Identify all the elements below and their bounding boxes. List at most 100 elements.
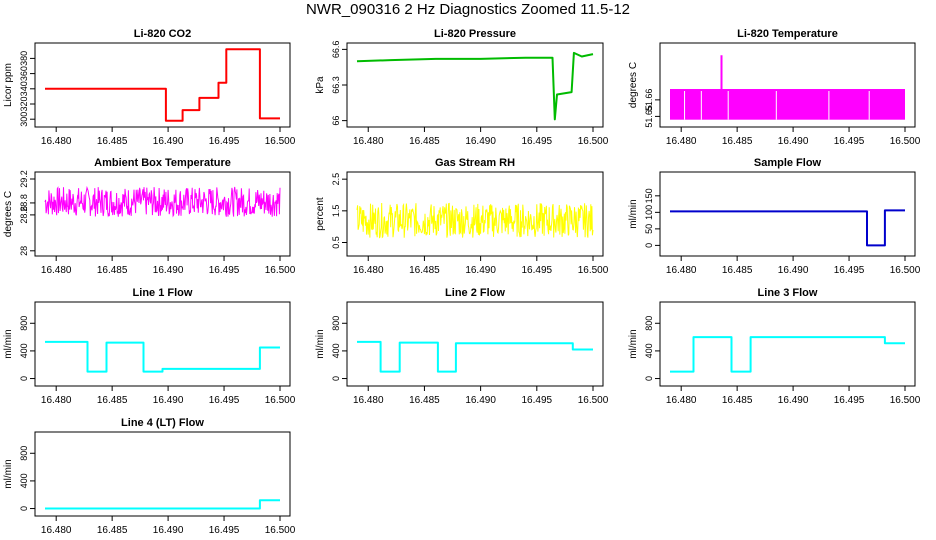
panel-title: Line 3 Flow	[758, 287, 818, 299]
x-tick-label: 16.485	[409, 395, 440, 406]
chart-panel-6: Sample Flow ml/min 16.480 16.485 16.490 16.49…	[628, 157, 921, 276]
x-tick-label: 16.490	[465, 136, 496, 147]
y-tick-label: 28.8	[19, 194, 29, 212]
x-tick-label: 16.490	[153, 525, 184, 536]
panel-title: Li-820 Pressure	[434, 28, 516, 40]
x-tick-label: 16.495	[209, 136, 240, 147]
chart-panel-9: Line 3 Flow ml/min 16.480 16.485 16.490 16.49…	[628, 287, 921, 406]
x-tick-label: 16.500	[890, 395, 921, 406]
y-tick-label: 66.6	[331, 41, 341, 59]
y-axis-label: ml/min	[3, 459, 14, 488]
x-tick-label: 16.480	[41, 525, 72, 536]
x-tick-label: 16.495	[209, 265, 240, 276]
plot-frame	[659, 301, 916, 387]
y-tick-label: 51.65	[644, 105, 654, 128]
y-tick-label: 0	[19, 376, 29, 381]
x-tick-label: 16.500	[578, 395, 609, 406]
x-tick-label: 16.485	[722, 136, 753, 147]
y-tick-label: 100	[644, 205, 654, 220]
y-tick-label: 800	[19, 316, 29, 331]
x-tick-label: 16.480	[41, 136, 72, 147]
plot-frame	[346, 171, 604, 257]
plot-frame	[346, 42, 604, 128]
x-tick-label: 16.485	[722, 395, 753, 406]
x-tick-label: 16.500	[890, 265, 921, 276]
panel-title: Ambient Box Temperature	[94, 157, 231, 169]
x-tick-label: 16.500	[265, 136, 296, 147]
y-tick-label: 29.2	[19, 170, 29, 188]
x-tick-label: 16.490	[778, 395, 809, 406]
y-tick-label: 400	[331, 343, 341, 358]
y-tick-label: 66	[331, 116, 341, 126]
panel-title: Sample Flow	[754, 157, 822, 169]
y-tick-label: 1.5	[331, 205, 341, 218]
x-tick-label: 16.495	[834, 395, 865, 406]
data-series-line	[357, 340, 593, 373]
plot-frame	[34, 301, 291, 387]
y-tick-label: 340	[19, 81, 29, 96]
panel-title: Li-820 Temperature	[737, 28, 838, 40]
y-tick-label: 380	[19, 51, 29, 66]
y-tick-label: 300	[19, 112, 29, 127]
y-tick-label: 800	[331, 316, 341, 331]
x-tick-label: 16.500	[265, 265, 296, 276]
figure-title: NWR_090316 2 Hz Diagnostics Zoomed 11.5-…	[305, 1, 631, 18]
data-series-line	[45, 340, 280, 373]
panel-title: Line 2 Flow	[445, 287, 505, 299]
data-series-line	[356, 51, 594, 121]
x-tick-label: 16.490	[778, 265, 809, 276]
y-tick-label: 0	[331, 376, 341, 381]
panel-title: Gas Stream RH	[435, 157, 515, 169]
x-tick-label: 16.480	[353, 395, 384, 406]
chart-panel-10: Line 4 (LT) Flow ml/min 16.480 16.485 16.490…	[3, 417, 296, 536]
x-tick-label: 16.490	[153, 395, 184, 406]
y-tick-label: 2.5	[331, 173, 341, 186]
x-tick-label: 16.485	[409, 265, 440, 276]
x-tick-label: 16.480	[41, 265, 72, 276]
x-tick-label: 16.480	[353, 265, 384, 276]
y-tick-label: 51.66	[644, 89, 654, 112]
y-axis-label: Licor ppm	[3, 63, 14, 107]
x-tick-label: 16.480	[353, 136, 384, 147]
x-tick-label: 16.495	[209, 525, 240, 536]
x-tick-label: 16.485	[97, 136, 128, 147]
chart-panel-4: Ambient Box Temperature degrees C 16.480 16…	[3, 157, 296, 276]
x-tick-label: 16.490	[153, 265, 184, 276]
x-tick-label: 16.500	[578, 136, 609, 147]
y-tick-label: 0	[644, 243, 654, 248]
plot-frame	[34, 431, 291, 517]
x-tick-label: 16.480	[666, 265, 697, 276]
y-tick-label: 800	[644, 316, 654, 331]
data-series-line	[45, 48, 280, 122]
x-tick-label: 16.485	[722, 265, 753, 276]
chart-panel-2: Li-820 Pressure kPa 16.480 16.485 16.490 16.4…	[315, 28, 609, 147]
y-tick-label: 50	[644, 224, 654, 234]
x-tick-label: 16.500	[265, 395, 296, 406]
y-tick-label: 28.6	[19, 206, 29, 224]
y-tick-label: 400	[19, 343, 29, 358]
x-tick-label: 16.485	[97, 395, 128, 406]
plot-frame	[659, 171, 916, 257]
chart-panel-1: Li-820 CO2 Licor ppm 16.480 16.485 16.490 16.…	[3, 28, 296, 147]
y-axis-label: degrees C	[628, 62, 639, 108]
y-tick-label: 0	[19, 506, 29, 511]
data-series-line	[670, 209, 905, 247]
x-tick-label: 16.485	[409, 136, 440, 147]
x-tick-label: 16.500	[578, 265, 609, 276]
y-tick-label: 0	[644, 376, 654, 381]
y-tick-label: 800	[19, 446, 29, 461]
data-series-line	[356, 202, 594, 239]
x-tick-label: 16.495	[522, 136, 553, 147]
x-tick-label: 16.490	[465, 265, 496, 276]
y-tick-label: 66.3	[331, 76, 341, 94]
y-tick-label: 150	[644, 188, 654, 203]
y-tick-label: 360	[19, 66, 29, 81]
x-tick-label: 16.495	[522, 265, 553, 276]
plot-frame	[34, 42, 291, 128]
y-tick-label: 400	[644, 343, 654, 358]
x-tick-label: 16.500	[890, 136, 921, 147]
panel-title: Line 1 Flow	[133, 287, 193, 299]
x-tick-label: 16.480	[666, 395, 697, 406]
x-tick-label: 16.495	[209, 395, 240, 406]
